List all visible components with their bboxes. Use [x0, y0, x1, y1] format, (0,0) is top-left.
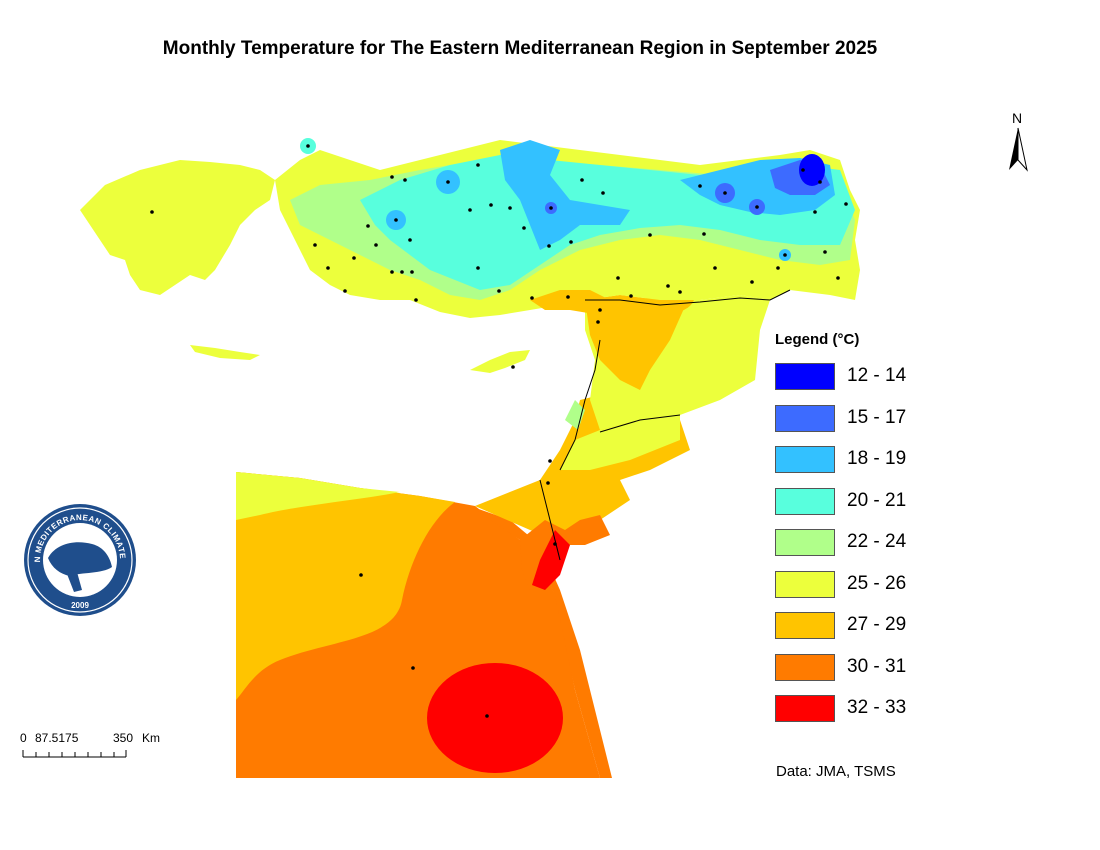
legend-swatch [775, 446, 835, 473]
turkey-region [275, 138, 860, 318]
legend-item: 30 - 31 [775, 653, 975, 696]
scale-label: 0 [20, 731, 27, 745]
legend-title: Legend (°C) [775, 331, 860, 348]
greece-region [80, 160, 275, 360]
legend-swatch [775, 612, 835, 639]
legend-swatch [775, 363, 835, 390]
legend-item: 22 - 24 [775, 529, 975, 571]
legend-item: 27 - 29 [775, 612, 975, 654]
legend-label: 22 - 24 [847, 531, 907, 552]
legend-item: 18 - 19 [775, 446, 975, 488]
legend-label: 30 - 31 [847, 655, 907, 677]
scale-label: 350 [113, 731, 134, 745]
legend-label: 25 - 26 [847, 572, 907, 594]
station-points [150, 144, 848, 718]
legend-label: 32 - 33 [847, 697, 907, 718]
scale-bar [22, 750, 127, 758]
north-label: N [1012, 110, 1023, 126]
legend-swatch [775, 529, 835, 556]
legend-item: 12 - 14 [775, 363, 975, 405]
country-borders [539, 289, 791, 561]
legend-label: 27 - 29 [847, 614, 907, 635]
legend-swatch [775, 487, 835, 515]
legend-item: 32 - 33 [775, 695, 975, 737]
legend-label: 12 - 14 [847, 365, 907, 386]
egypt-region [236, 472, 612, 778]
data-source: Data: JMA, TSMS [776, 763, 896, 780]
legend-swatch [775, 695, 835, 722]
north-arrow-icon [1009, 127, 1028, 172]
legend: Legend (°C) 12 - 14 15 - 17 18 - 19 20 -… [775, 331, 975, 737]
legend-swatch [775, 570, 835, 598]
emcc-logo: EASTERN MEDITERRANEAN CLIMATE CENTRE 200… [22, 502, 136, 616]
scale-label: 87.5175 [35, 731, 79, 745]
legend-label: 20 - 21 [847, 489, 907, 511]
scale-label: Km [142, 731, 160, 745]
legend-item: 20 - 21 [775, 487, 975, 530]
legend-item: 15 - 17 [775, 404, 975, 447]
page-title: Monthly Temperature for The Eastern Medi… [162, 38, 878, 59]
legend-label: 18 - 19 [847, 448, 907, 469]
cyprus-region [470, 350, 530, 373]
logo-year: 2009 [71, 601, 89, 610]
legend-item: 25 - 26 [775, 570, 975, 613]
legend-label: 15 - 17 [847, 406, 907, 428]
legend-swatch [775, 404, 835, 432]
legend-swatch [775, 653, 835, 681]
